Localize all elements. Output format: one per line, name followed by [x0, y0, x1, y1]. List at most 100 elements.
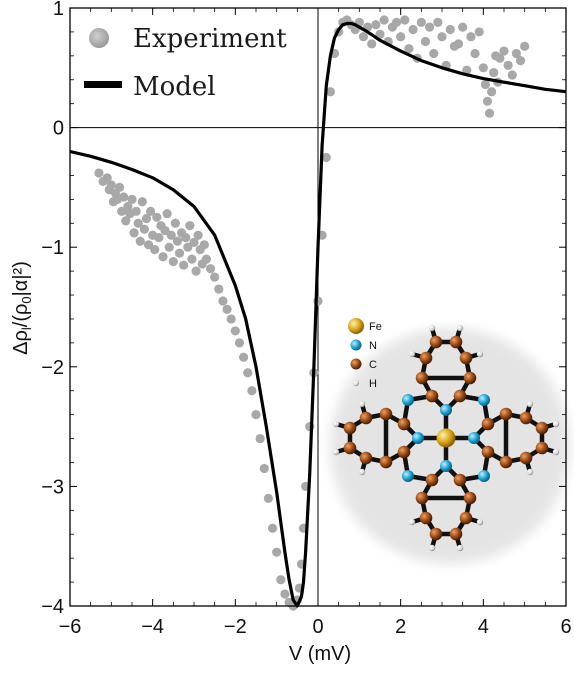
inset-legend-fe-marker [348, 318, 364, 334]
x-tick-label: −2 [224, 616, 247, 638]
carbon-atom [343, 421, 357, 435]
experiment-point [482, 96, 493, 106]
experiment-point [201, 254, 211, 264]
experiment-point [507, 70, 517, 80]
experiment-point [416, 17, 426, 27]
y-tick-label: 0 [53, 118, 64, 140]
hydrogen-atom [552, 420, 560, 428]
experiment-point [255, 433, 265, 444]
hydrogen-atom [408, 518, 416, 526]
experiment-point [462, 65, 472, 75]
y-tick-label: 1 [53, 0, 64, 20]
experiment-point [150, 244, 160, 255]
hydrogen-atom [428, 544, 436, 552]
axis-ticks: −6 −4 −2 0 2 4 610−1−2−3−4 [41, 0, 571, 638]
experiment-point [511, 48, 521, 59]
experiment-point [162, 209, 172, 219]
experiment-point [210, 272, 220, 282]
x-axis-label: V (mV) [289, 643, 351, 665]
experiment-point [358, 32, 369, 42]
y-tick-label: −3 [41, 476, 64, 498]
carbon-atom [415, 371, 429, 385]
carbon-atom [463, 371, 477, 385]
x-tick-label: −4 [141, 616, 164, 638]
experiment-point [106, 180, 116, 190]
carbon-atom [459, 511, 473, 525]
experiment-point [499, 46, 509, 56]
experiment-point [400, 15, 410, 25]
experiment-point [259, 463, 269, 474]
experiment-point [503, 60, 513, 71]
hydrogen-atom [408, 350, 416, 358]
y-axis-label-delta: Δρ [10, 330, 32, 355]
carbon-atom [459, 351, 473, 365]
legend-model-marker [84, 81, 122, 88]
carbon-atom [425, 389, 439, 403]
carbon-atom [499, 455, 513, 469]
inset-legend-fe-label: Fe [369, 321, 382, 333]
experiment-point [131, 206, 141, 216]
hydrogen-atom [476, 350, 484, 358]
experiment-point [191, 266, 201, 276]
experiment-point [166, 230, 176, 240]
experiment-point [152, 212, 162, 222]
experiment-point [174, 248, 185, 258]
carbon-atom [343, 441, 357, 455]
experiment-point [181, 233, 191, 243]
experiment-point [495, 53, 505, 63]
carbon-atom [499, 407, 513, 421]
experiment-point [480, 79, 490, 90]
carbon-atom [419, 351, 433, 365]
experiment-point [437, 32, 447, 42]
y-axis-label-end: |α|²) [10, 261, 32, 296]
experiment-point [222, 304, 232, 314]
carbon-atom [397, 417, 411, 431]
experiment-point [115, 182, 125, 192]
experiment-point [276, 575, 286, 585]
carbon-atom [449, 335, 463, 349]
experiment-point [247, 386, 257, 396]
hydrogen-atom [358, 400, 366, 408]
experiment-point [474, 27, 484, 37]
experiment-point [199, 240, 209, 250]
experiment-point [404, 44, 414, 54]
experiment-point [141, 213, 152, 224]
nitrogen-atom [402, 394, 414, 406]
y-axis-label: Δρl/(ρ0|α|²) [10, 261, 34, 355]
hydrogen-atom [476, 518, 484, 526]
carbon-atom [359, 451, 373, 465]
experiment-point [239, 352, 249, 362]
experiment-point [123, 201, 133, 212]
nitrogen-atom [412, 432, 424, 444]
hydrogen-atom [428, 324, 436, 332]
y-axis-label-sub-0: 0 [19, 296, 34, 303]
carbon-atom [453, 389, 467, 403]
x-tick-label: 2 [395, 616, 406, 638]
experiment-point [168, 256, 178, 267]
inset-legend-n-marker [350, 339, 362, 351]
legend-experiment-label: Experiment [133, 24, 287, 54]
experiment-point [119, 192, 129, 202]
carbon-atom [519, 451, 533, 465]
experiment-point [129, 228, 139, 238]
carbon-atom [429, 335, 443, 349]
experiment-point [391, 17, 402, 27]
experiment-point [243, 368, 253, 378]
hydrogen-atom [552, 448, 560, 456]
nitrogen-atom [402, 470, 414, 482]
experiment-point [487, 87, 497, 97]
nitrogen-atom [478, 394, 490, 406]
experiment-point [429, 48, 439, 59]
nitrogen-atom [478, 470, 490, 482]
experiment-point [325, 87, 335, 97]
experiment-point [230, 326, 240, 336]
carbon-atom [453, 473, 467, 487]
experiment-point [466, 32, 476, 42]
reference-lines [70, 8, 566, 606]
carbon-atom [519, 411, 533, 425]
experiment-point [470, 48, 480, 59]
experiment-point [267, 523, 278, 533]
experiment-point [408, 24, 418, 35]
